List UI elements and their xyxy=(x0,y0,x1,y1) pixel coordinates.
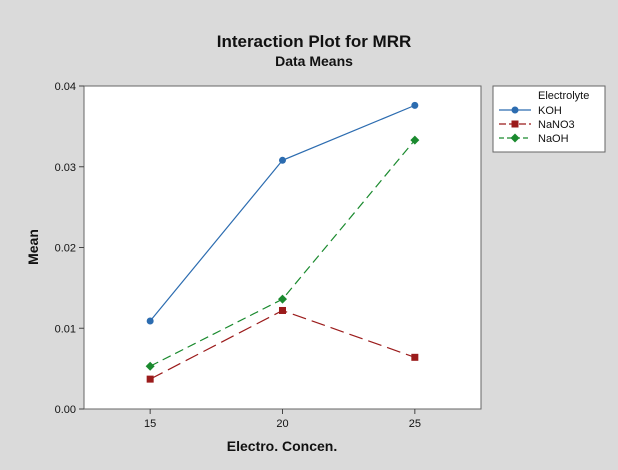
legend-label-koh: KOH xyxy=(538,105,562,117)
y-tick-label: 0.02 xyxy=(55,243,76,255)
data-point-naoh xyxy=(278,294,287,304)
legend-items: KOH NaNO3 NaOH xyxy=(499,105,575,145)
y-tick-label: 0.01 xyxy=(55,323,76,335)
chart-subtitle: Data Means xyxy=(275,53,353,69)
data-point-nano3 xyxy=(279,306,286,314)
x-tick-label: 25 xyxy=(409,418,421,430)
data-point-koh xyxy=(279,156,286,164)
legend-box xyxy=(492,85,606,153)
data-point-koh xyxy=(146,317,154,325)
data-point-naoh xyxy=(410,135,420,145)
legend-marker-naoh xyxy=(510,133,520,143)
legend-label-nano3: NaNO3 xyxy=(538,119,575,131)
plot-area xyxy=(83,85,482,410)
data-point-koh xyxy=(411,101,419,109)
series-koh xyxy=(146,101,419,325)
y-axis-label: Mean xyxy=(25,229,41,265)
legend-item-naoh: NaOH xyxy=(499,133,569,145)
legend-marker-koh xyxy=(511,106,519,114)
data-point-nano3 xyxy=(146,375,154,383)
x-tick-label: 15 xyxy=(144,418,156,430)
x-axis-label: Electro. Concen. xyxy=(227,438,337,454)
data-point-naoh xyxy=(145,361,155,371)
series-nano3 xyxy=(146,306,419,383)
y-tick-label: 0.00 xyxy=(55,404,76,416)
data-point-nano3 xyxy=(411,353,419,361)
legend-item-nano3: NaNO3 xyxy=(499,119,575,131)
series-naoh xyxy=(145,135,420,371)
legend: Electrolyte KOH NaNO3 NaOH xyxy=(492,85,606,153)
y-tick-label: 0.04 xyxy=(55,81,76,93)
legend-title: Electrolyte xyxy=(538,90,589,102)
x-axis: 15 20 25 xyxy=(144,409,421,430)
legend-marker-nano3 xyxy=(511,120,519,128)
x-tick-label: 20 xyxy=(276,418,288,430)
chart-title: Interaction Plot for MRR xyxy=(217,32,412,51)
legend-label-naoh: NaOH xyxy=(538,133,569,145)
y-axis: 0.00 0.01 0.02 0.03 0.04 xyxy=(55,81,84,416)
legend-item-koh: KOH xyxy=(499,105,562,117)
series-layer xyxy=(145,101,420,383)
y-tick-label: 0.03 xyxy=(55,162,76,174)
